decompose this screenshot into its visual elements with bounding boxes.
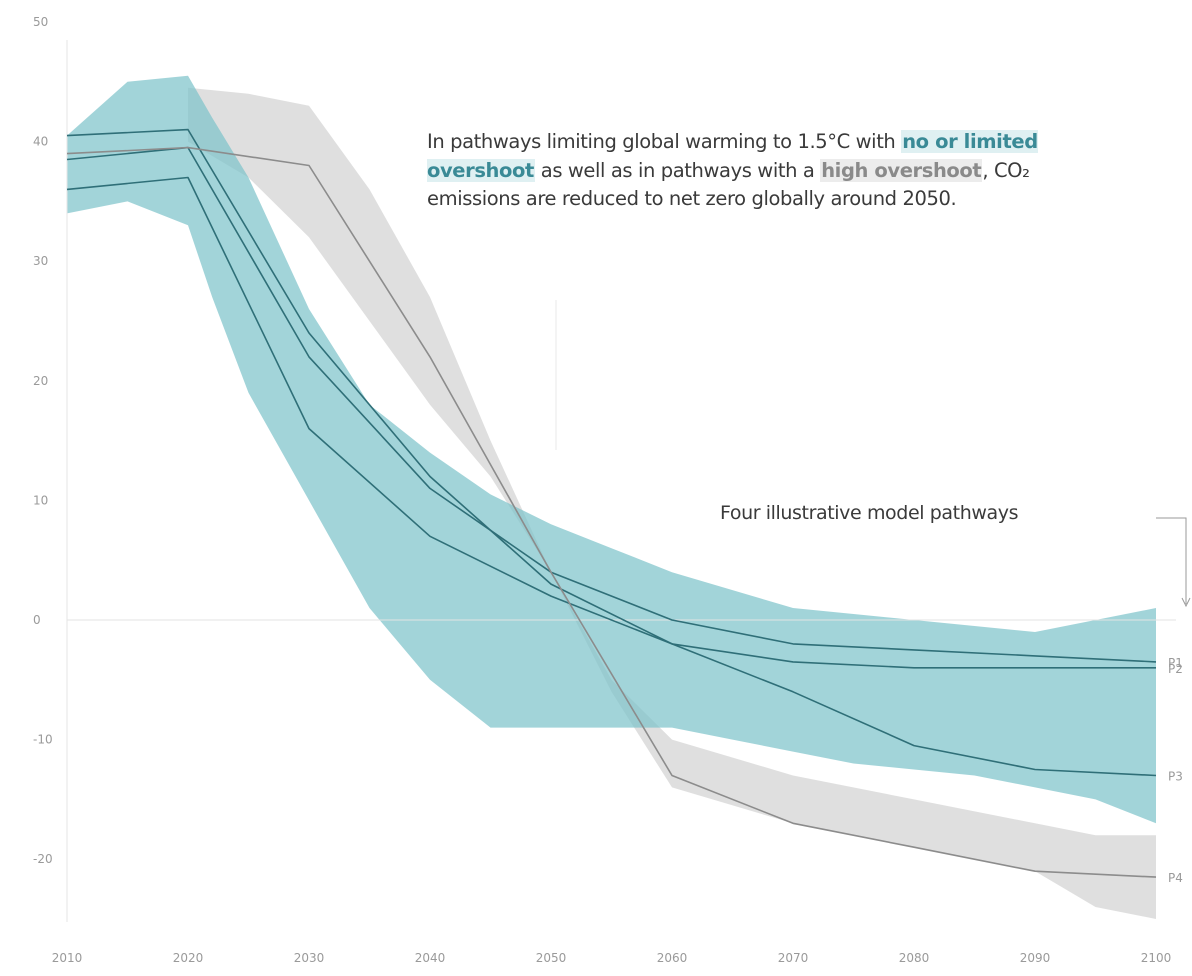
range-band-high-overshoot — [188, 87, 1156, 920]
pathway-label-p4: P4 — [1168, 871, 1183, 885]
callout-leader-line — [1156, 517, 1187, 604]
illustrative-pathways — [66, 128, 1157, 878]
x-tick-label: 2090 — [1020, 951, 1051, 965]
callout-arrow-icon — [1181, 597, 1191, 608]
x-tick-label: 2080 — [899, 951, 930, 965]
x-tick-label: 2100 — [1141, 951, 1172, 965]
pathway-line-p4 — [66, 146, 1157, 878]
x-tick-label: 2060 — [657, 951, 688, 965]
x-tick-label: 2010 — [52, 951, 83, 965]
y-tick-label: 20 — [33, 374, 48, 388]
y-tick-label: 30 — [33, 254, 48, 268]
range-band-no-or-limited-overshoot — [67, 75, 1156, 824]
y-tick-label: 0 — [33, 613, 41, 627]
y-tick-label: -20 — [33, 852, 53, 866]
annotation-part-2: as well as in pathways with a — [534, 158, 821, 182]
x-tick-label: 2030 — [294, 951, 325, 965]
y-tick-label: -10 — [33, 733, 53, 747]
y-tick-label: 50 — [33, 15, 48, 29]
x-tick-label: 2050 — [536, 951, 567, 965]
x-tick-label: 2040 — [415, 951, 446, 965]
x-tick-label: 2020 — [173, 951, 204, 965]
pathway-ranges — [67, 75, 1156, 920]
x-tick-label: 2070 — [778, 951, 809, 965]
pathway-line-p1 — [66, 146, 1157, 663]
pathway-label-p3: P3 — [1168, 769, 1183, 783]
pathway-line-p2 — [66, 128, 1156, 669]
high-overshoot-highlight: high overshoot — [820, 158, 983, 182]
pathway-label-p1: P1 — [1168, 656, 1183, 670]
annotation-part-3: , CO₂ emissions are reduced to net zero … — [427, 158, 1030, 211]
pathway-label-p2: P2 — [1168, 662, 1183, 676]
annotation-part-1: In pathways limiting global warming to 1… — [427, 130, 902, 153]
annotation-text: In pathways limiting global warming to 1… — [427, 128, 1077, 214]
y-tick-label: 10 — [33, 493, 48, 507]
callout-label: Four illustrative model pathways — [720, 502, 1019, 524]
y-tick-label: 40 — [33, 135, 48, 149]
pathway-line-p3 — [66, 176, 1157, 777]
